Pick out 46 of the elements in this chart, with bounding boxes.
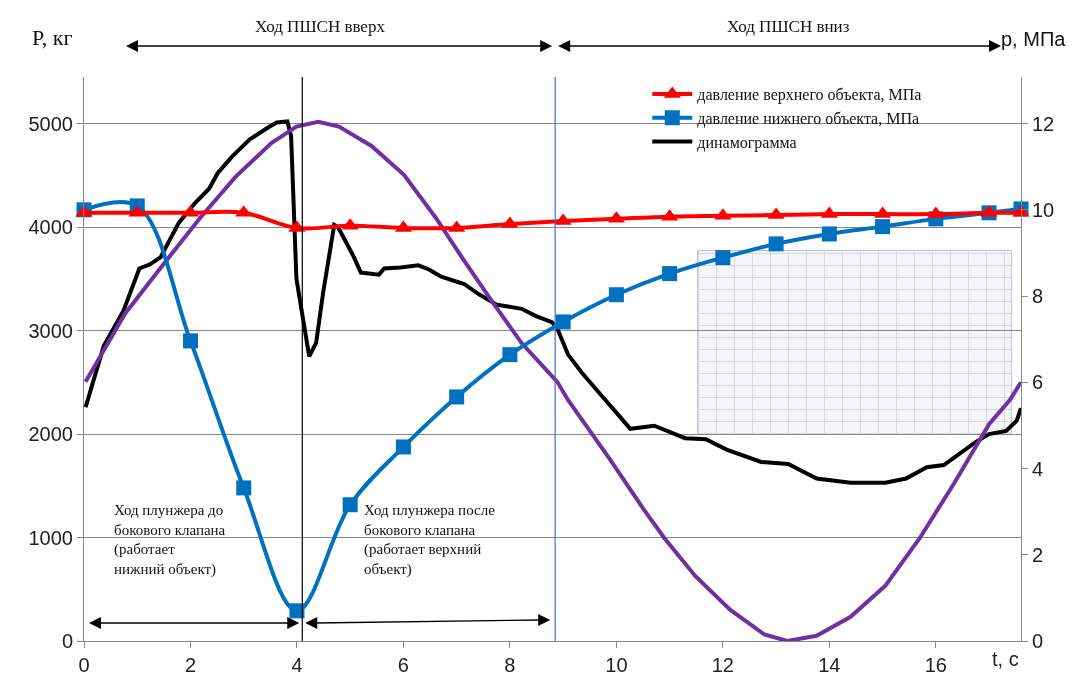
annotation: Ход плунжера после бокового клапана (работает верхний объект) (364, 502, 496, 578)
text: Ход ПШСН вверх (255, 17, 386, 36)
point (662, 266, 678, 282)
text: Ход ПШСН вниз (727, 17, 850, 36)
point (768, 236, 784, 252)
y2-tick-label: 12 (1032, 112, 1055, 135)
point (289, 603, 305, 619)
x-tick-label: 16 (924, 654, 947, 676)
x-tick-label: 0 (78, 654, 90, 676)
point (502, 347, 518, 363)
y-tick-label: 4000 (28, 216, 73, 239)
point (395, 439, 411, 455)
point (608, 287, 624, 303)
y2-tick-label: 0 (1032, 630, 1044, 652)
x-tick-label: 6 (397, 654, 409, 676)
x-tick-label: 12 (711, 654, 734, 676)
legend-label: динамограмма (697, 133, 797, 152)
legend-label: давление нижнего объекта, МПа (697, 109, 920, 128)
x-tick-label: 14 (818, 654, 841, 676)
y2-tick-label: 4 (1032, 457, 1044, 480)
y-tick-label: 0 (61, 630, 73, 652)
point (821, 226, 837, 242)
annotation: Ход плунжера до бокового клапана (работает нижний объект) (114, 502, 226, 578)
point (342, 497, 358, 513)
y-tick-label: 1000 (28, 526, 73, 549)
point (182, 333, 198, 349)
y-axis-title: P, кг (32, 25, 73, 50)
x-tick-label: 4 (291, 654, 303, 676)
point (449, 389, 465, 405)
legend-label: давление верхнего объекта, МПа (697, 86, 922, 105)
y2-axis-title: p, МПа (1001, 28, 1067, 50)
y2-tick-label: 2 (1032, 543, 1044, 566)
x-axis-title: t, с (992, 648, 1019, 670)
x-tick-label: 10 (605, 654, 628, 676)
y2-tick-label: 8 (1032, 285, 1044, 308)
y2-tick-label: 10 (1032, 198, 1055, 221)
y-tick-label: 2000 (28, 423, 73, 446)
y-tick-label: 3000 (28, 319, 73, 342)
point (875, 219, 891, 235)
x-tick-label: 8 (504, 654, 516, 676)
y-tick-label: 5000 (28, 112, 73, 135)
y2-tick-label: 6 (1032, 371, 1044, 394)
point (715, 250, 731, 266)
point (555, 314, 571, 330)
point (236, 480, 252, 496)
x-tick-label: 2 (184, 654, 197, 676)
